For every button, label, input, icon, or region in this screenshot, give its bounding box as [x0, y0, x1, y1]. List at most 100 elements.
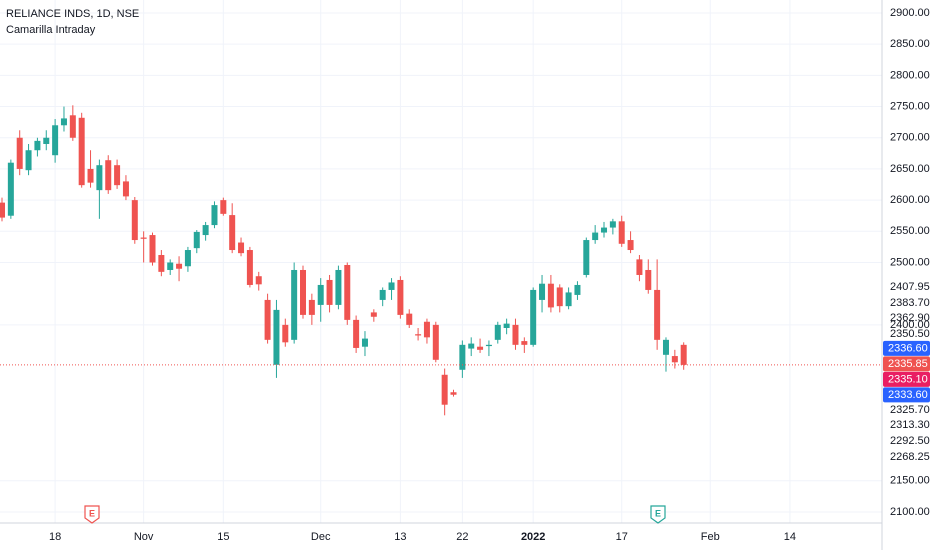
- svg-text:E: E: [655, 508, 661, 518]
- chart-title: RELIANCE INDS, 1D, NSE: [6, 8, 139, 20]
- candle-body: [25, 150, 32, 171]
- svg-text:E: E: [89, 508, 95, 518]
- candle-body: [406, 313, 413, 325]
- candle-body: [7, 162, 14, 216]
- candle-body: [539, 283, 546, 300]
- candle-body: [69, 115, 76, 138]
- y-tick-label: 2150.00: [890, 475, 930, 487]
- candle-body: [176, 263, 183, 269]
- candle-body: [627, 240, 634, 251]
- candle-body: [211, 205, 218, 226]
- candle-body: [122, 181, 129, 197]
- x-tick-label: Feb: [701, 531, 720, 543]
- y-tick-label: 2400.00: [890, 319, 930, 331]
- candle-body: [494, 324, 501, 340]
- indicator-name: Camarilla Intraday: [6, 24, 96, 36]
- candle-body: [149, 235, 156, 263]
- candle-body: [167, 262, 174, 270]
- candle-body: [202, 225, 209, 236]
- earnings-icon[interactable]: E: [650, 505, 666, 524]
- level-label: 2383.70: [890, 297, 930, 309]
- candle-body: [556, 287, 563, 307]
- level-label: 2292.50: [890, 435, 930, 447]
- candle-body: [264, 299, 271, 340]
- candle-body: [423, 321, 430, 338]
- candle-body: [671, 356, 678, 363]
- level-label: 2325.70: [890, 404, 930, 416]
- candle-body: [326, 279, 333, 305]
- candle-body: [238, 242, 245, 254]
- candle-body: [291, 269, 298, 340]
- candle-body: [680, 344, 687, 365]
- x-tick-label: 14: [784, 531, 796, 543]
- x-tick-label: Nov: [134, 531, 154, 543]
- earnings-icon[interactable]: E: [84, 505, 100, 524]
- x-tick-label: 15: [217, 531, 229, 543]
- x-tick-label: 17: [616, 531, 628, 543]
- price-tag-label: 2333.60: [888, 389, 928, 401]
- y-tick-label: 2850.00: [890, 38, 930, 50]
- x-tick-label: 13: [394, 531, 406, 543]
- candle-body: [87, 168, 94, 183]
- candle-body: [114, 165, 121, 186]
- candle-body: [220, 200, 227, 214]
- candle-body: [353, 319, 360, 348]
- candle-body: [645, 269, 652, 290]
- x-tick-label: 22: [456, 531, 468, 543]
- candle-body: [485, 344, 492, 347]
- price-tag: [883, 340, 930, 356]
- candle-body: [468, 343, 475, 349]
- level-label: 2268.25: [890, 451, 930, 463]
- candle-body: [583, 240, 590, 275]
- candle-body: [193, 231, 200, 249]
- level-label: 2362.90: [890, 312, 930, 324]
- candle-body: [547, 283, 554, 308]
- candle-body: [43, 137, 50, 144]
- candle-body: [105, 160, 112, 191]
- candle-body: [592, 232, 599, 241]
- candle-body: [565, 292, 572, 307]
- x-tick-label: Dec: [311, 531, 331, 543]
- candle-body: [140, 237, 147, 239]
- candle-body: [415, 334, 422, 336]
- candle-body: [335, 269, 342, 305]
- candle-body: [601, 227, 608, 233]
- candle-body: [308, 299, 315, 315]
- candle-body: [530, 289, 537, 345]
- candle-body: [512, 324, 519, 345]
- candle-body: [370, 312, 377, 317]
- candle-body: [441, 374, 448, 405]
- candle-body: [255, 276, 262, 285]
- candle-body: [184, 250, 191, 267]
- x-tick-label: 18: [49, 531, 61, 543]
- candle-body: [477, 346, 484, 350]
- y-tick-label: 2800.00: [890, 69, 930, 81]
- candle-body: [574, 284, 581, 295]
- price-tag: [883, 371, 930, 387]
- candle-body: [654, 289, 661, 340]
- price-tag: [883, 387, 930, 403]
- candle-body: [52, 125, 59, 156]
- candle-body: [246, 250, 253, 285]
- candle-body: [78, 117, 85, 186]
- candle-body: [450, 392, 457, 395]
- candle-body: [282, 324, 289, 343]
- y-tick-label: 2650.00: [890, 163, 930, 175]
- candle-body: [397, 279, 404, 315]
- candle-body: [388, 282, 395, 290]
- candle-body: [60, 118, 67, 126]
- candle-body: [361, 338, 368, 347]
- candle-body: [0, 202, 6, 218]
- candles: [0, 105, 687, 416]
- candle-body: [158, 255, 165, 272]
- level-label: 2407.95: [890, 281, 930, 293]
- y-tick-label: 2750.00: [890, 100, 930, 112]
- candle-body: [379, 289, 386, 300]
- candle-body: [131, 200, 138, 241]
- candle-body: [34, 140, 41, 151]
- y-tick-label: 2500.00: [890, 256, 930, 268]
- candle-body: [609, 221, 616, 228]
- price-tag: [883, 356, 930, 372]
